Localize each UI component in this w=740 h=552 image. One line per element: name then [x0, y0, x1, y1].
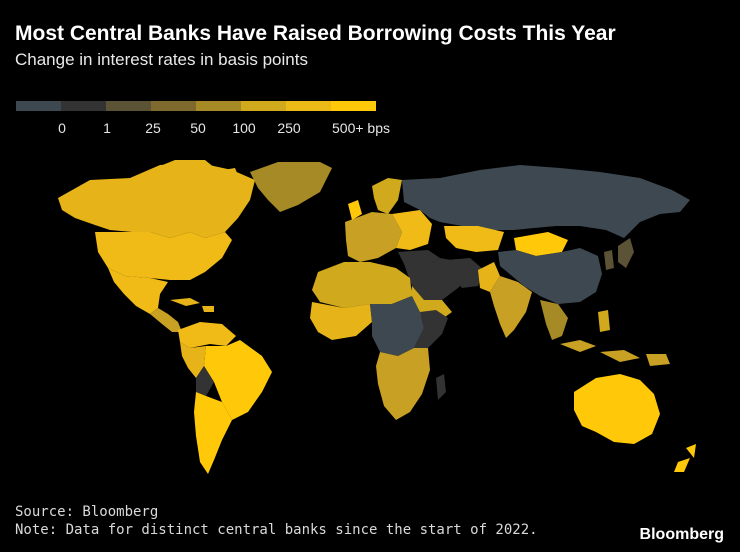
- region-turkey: [398, 250, 440, 264]
- region-southern-africa: [376, 348, 430, 420]
- region-iran: [446, 258, 484, 288]
- region-brazil: [204, 340, 272, 420]
- region-indonesia: [560, 340, 670, 366]
- source-note: Source: Bloomberg: [15, 504, 159, 520]
- region-caribbean: [170, 298, 214, 312]
- legend-label: 0: [58, 120, 66, 136]
- legend-label: 500+ bps: [332, 120, 390, 136]
- bloomberg-logo: Bloomberg: [639, 526, 724, 543]
- region-philippines: [598, 310, 610, 332]
- region-argentina-chile: [194, 392, 232, 474]
- region-uk: [348, 200, 362, 220]
- legend-labels: 0 1 25 50 100 250 500+ bps: [0, 120, 420, 140]
- region-central-africa: [370, 296, 424, 356]
- legend-label: 1: [103, 120, 111, 136]
- legend-swatch: [106, 101, 151, 111]
- legend-label: 25: [145, 120, 161, 136]
- legend-swatch: [331, 101, 376, 111]
- region-mongolia: [514, 232, 568, 256]
- chart-title: Most Central Banks Have Raised Borrowing…: [15, 22, 616, 45]
- legend-swatch: [61, 101, 106, 111]
- region-kazakhstan: [444, 226, 504, 252]
- legend-swatch: [286, 101, 331, 111]
- region-west-africa: [310, 302, 372, 340]
- region-north-africa: [312, 262, 412, 308]
- region-australia: [574, 374, 660, 444]
- data-note: Note: Data for distinct central banks si…: [15, 522, 538, 538]
- region-pakistan: [478, 262, 500, 292]
- legend-swatch: [196, 101, 241, 111]
- region-canada: [58, 163, 255, 238]
- region-east-africa: [414, 310, 448, 348]
- legend-swatch: [241, 101, 286, 111]
- region-mexico: [108, 268, 168, 314]
- region-scandinavia: [372, 178, 402, 214]
- region-central-america: [150, 308, 182, 332]
- region-peru: [180, 342, 206, 378]
- legend-swatch: [151, 101, 196, 111]
- world-map: [58, 160, 696, 474]
- region-southeast-asia: [540, 300, 568, 340]
- region-new-zealand: [674, 444, 696, 472]
- region-russia: [402, 165, 690, 238]
- region-china: [498, 248, 602, 304]
- region-bolivia: [196, 366, 214, 396]
- region-india: [490, 276, 532, 338]
- chart-subtitle: Change in interest rates in basis points: [15, 50, 308, 69]
- legend-color-scale: [16, 101, 376, 111]
- legend-label: 250: [277, 120, 301, 136]
- region-eastern-europe: [392, 210, 432, 250]
- region-greenland: [250, 162, 332, 212]
- region-western-europe: [345, 212, 402, 262]
- legend-swatch: [16, 101, 61, 111]
- legend-label: 50: [190, 120, 206, 136]
- region-madagascar: [436, 374, 446, 400]
- region-colombia-venezuela: [178, 322, 236, 348]
- legend-label: 100: [232, 120, 256, 136]
- region-united-states: [95, 232, 232, 280]
- region-arctic-islands: [150, 160, 240, 184]
- region-korea-japan: [604, 238, 634, 270]
